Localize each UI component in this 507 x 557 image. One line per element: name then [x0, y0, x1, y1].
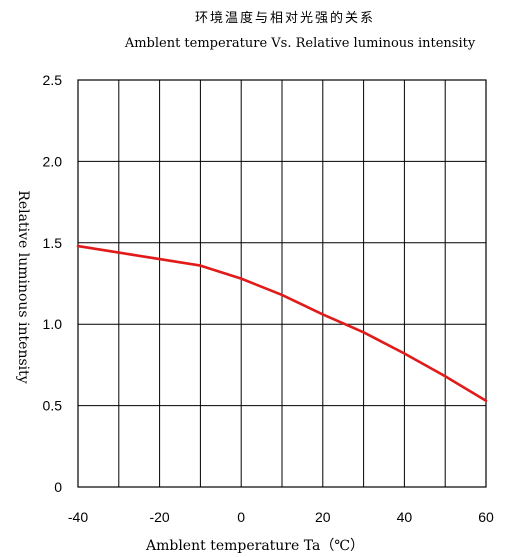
- y-tick-label: 1.0: [43, 316, 63, 332]
- y-tick-label: 1.5: [43, 235, 63, 251]
- x-tick-label: 0: [237, 509, 245, 525]
- x-tick-label: 60: [478, 509, 494, 525]
- x-tick-labels: -40 -20 0 20 40 60: [68, 509, 494, 525]
- x-tick-label: 40: [397, 509, 413, 525]
- series-layer: [76, 244, 488, 403]
- chart-subtitle: Amblent temperature Vs. Relative luminou…: [124, 36, 476, 51]
- x-tick-label: 20: [315, 509, 331, 525]
- y-axis-label: Relative luminous intensity: [15, 190, 31, 383]
- y-tick-label: 0.5: [43, 398, 63, 414]
- y-tick-label: 2.5: [43, 72, 63, 88]
- x-axis-label: Amblent temperature Ta（℃）: [145, 538, 364, 554]
- x-tick-label: -40: [68, 509, 88, 525]
- y-tick-label: 0: [54, 479, 62, 495]
- plot-frame: [77, 79, 487, 488]
- plot-grid: [77, 79, 487, 488]
- chart-title: 环境温度与相对光强的关系: [195, 10, 375, 26]
- y-tick-label: 2.0: [43, 153, 63, 169]
- x-tick-label: -20: [149, 509, 169, 525]
- series-line: [76, 244, 488, 403]
- y-tick-labels: 0 0.5 1.0 1.5 2.0 2.5: [43, 72, 63, 495]
